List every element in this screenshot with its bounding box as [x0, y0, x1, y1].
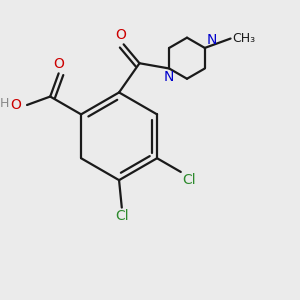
Text: H: H	[0, 97, 9, 110]
Text: Cl: Cl	[182, 173, 196, 187]
Text: O: O	[11, 98, 22, 112]
Text: O: O	[53, 57, 64, 70]
Text: O: O	[116, 28, 126, 42]
Text: Cl: Cl	[115, 209, 129, 223]
Text: CH₃: CH₃	[232, 32, 255, 45]
Text: N: N	[164, 70, 174, 84]
Text: N: N	[206, 33, 217, 46]
